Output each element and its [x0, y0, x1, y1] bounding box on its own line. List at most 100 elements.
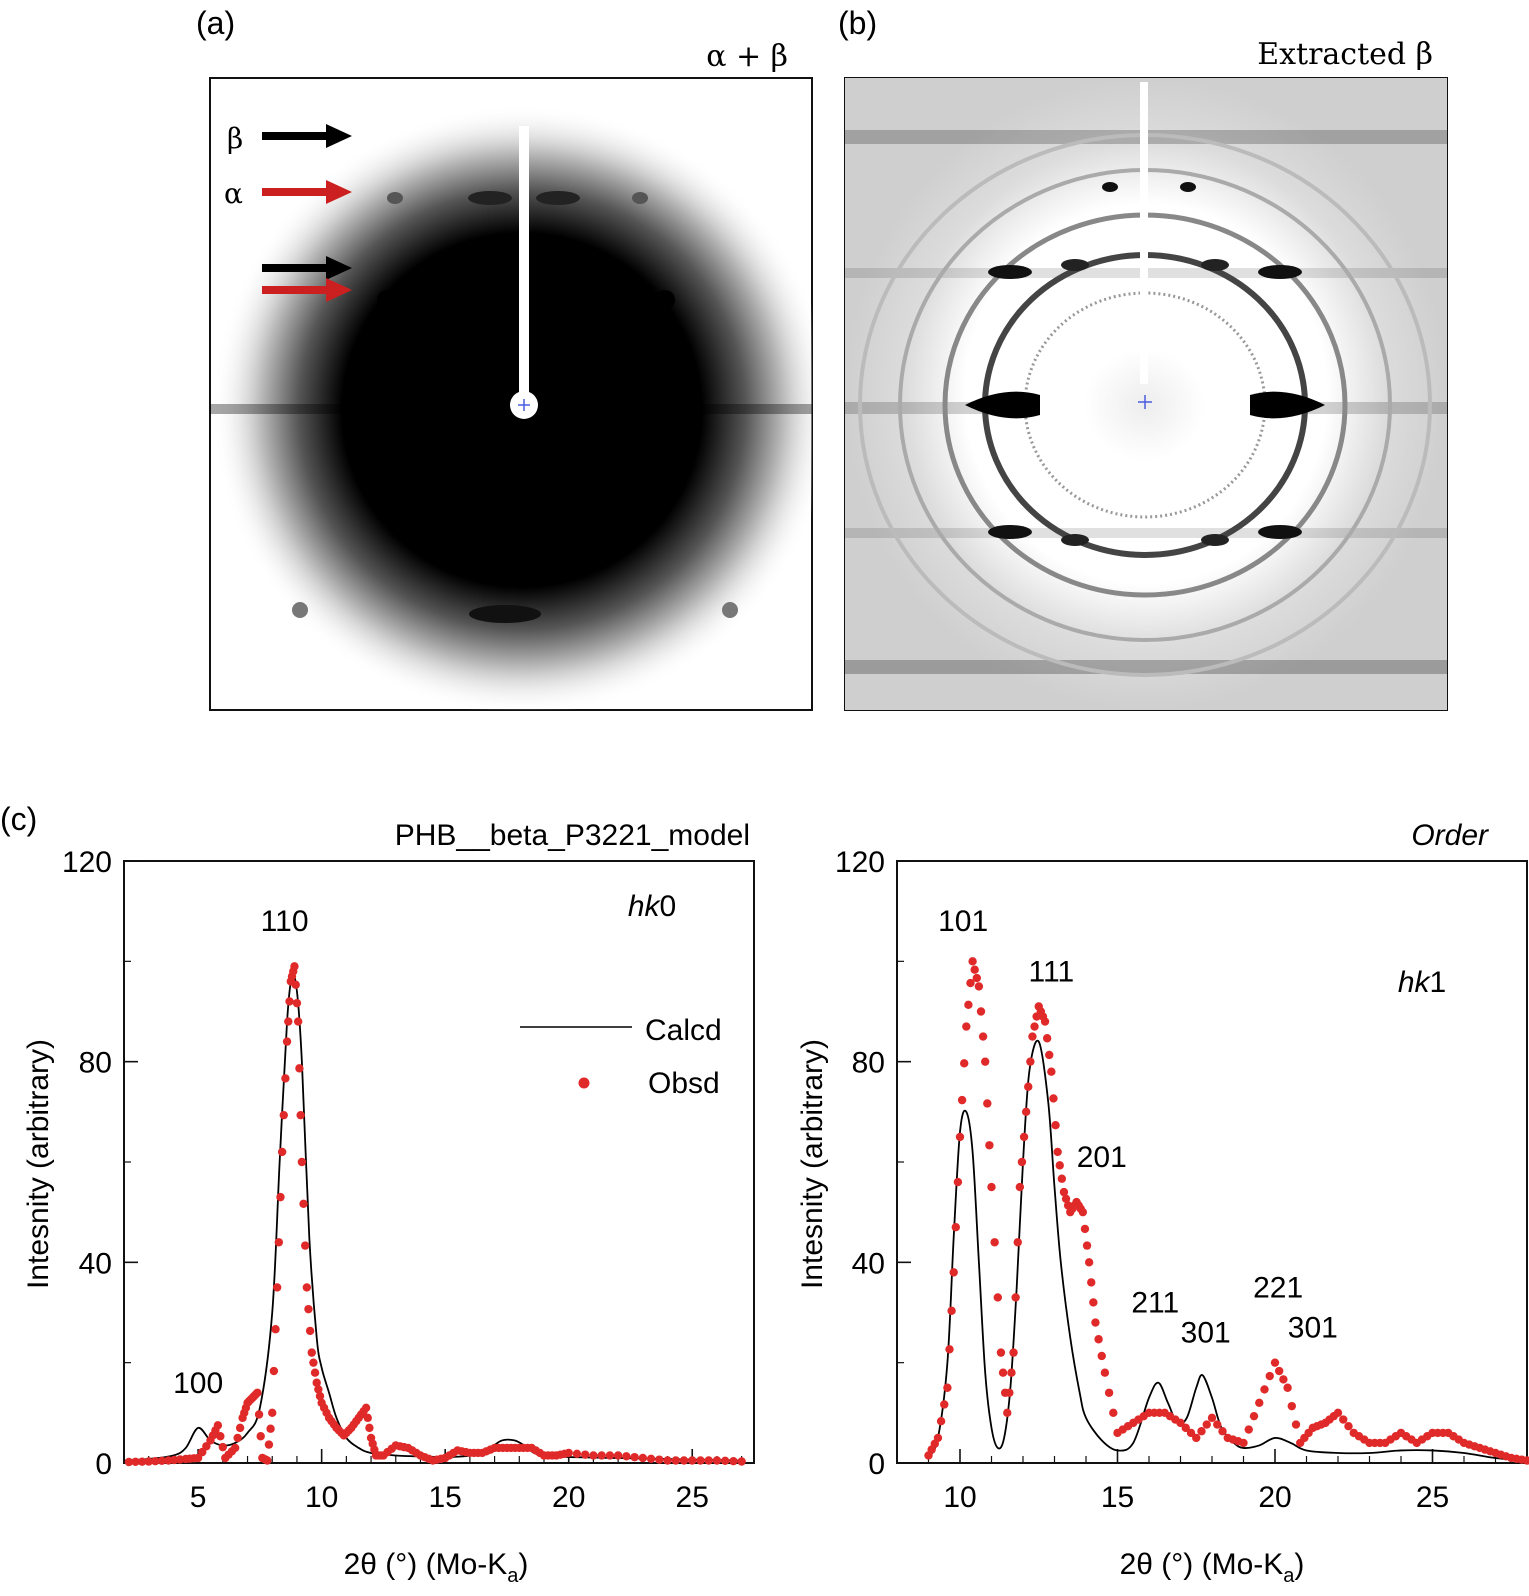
chart1-title: PHB__beta_P3221_model — [395, 819, 750, 852]
data-point — [964, 1000, 973, 1010]
peak-label: 111 — [1029, 955, 1075, 988]
arrow-3 — [262, 278, 352, 302]
data-point — [254, 1410, 264, 1419]
data-point — [1019, 1132, 1029, 1142]
chart2-ticks: 10 15 20 25 0 40 80 120 — [835, 846, 1528, 1514]
data-point — [966, 978, 975, 988]
data-point — [957, 1095, 967, 1105]
panel-a-letter: (a) — [196, 5, 235, 41]
data-point — [365, 1423, 374, 1433]
data-point — [688, 1456, 697, 1465]
data-point — [655, 1455, 664, 1464]
data-point — [1087, 1278, 1096, 1287]
data-point — [622, 1452, 631, 1461]
data-point — [1339, 1415, 1348, 1424]
data-point — [263, 1456, 272, 1465]
data-point — [968, 957, 977, 966]
data-point — [1040, 1017, 1050, 1026]
data-point — [295, 1064, 304, 1073]
data-point — [960, 1059, 969, 1068]
arrow-shaft — [262, 264, 328, 272]
data-point — [613, 1451, 623, 1460]
data-point — [276, 1192, 285, 1202]
peak-label: 211 — [1131, 1287, 1179, 1320]
data-point — [1059, 1187, 1069, 1197]
data-point — [1522, 1456, 1529, 1465]
data-point — [300, 1241, 310, 1250]
panel-b-title: Extracted β — [1257, 37, 1433, 72]
data-point — [1270, 1358, 1280, 1367]
data-point — [978, 1032, 988, 1041]
data-point — [940, 1400, 949, 1409]
data-point — [1207, 1413, 1217, 1423]
data-point — [737, 1457, 746, 1466]
data-point — [1089, 1298, 1098, 1307]
y-tick-label: 0 — [868, 1448, 885, 1481]
data-point — [943, 1383, 952, 1392]
data-point — [233, 1433, 242, 1443]
x-tick-label: 10 — [943, 1481, 976, 1514]
data-point — [976, 1007, 986, 1016]
data-point — [299, 1199, 308, 1209]
arrow-head — [326, 278, 352, 302]
data-point — [987, 1182, 996, 1192]
data-point — [235, 1423, 245, 1433]
data-point — [198, 1447, 207, 1457]
data-point — [304, 1304, 313, 1314]
data-point — [1213, 1420, 1222, 1429]
data-point — [1017, 1157, 1027, 1167]
data-point — [1202, 1420, 1211, 1429]
arrow-shaft — [262, 188, 328, 196]
chart1-series — [123, 962, 746, 1467]
data-point — [1028, 1032, 1037, 1041]
data-point — [1011, 1293, 1020, 1302]
x-tick-label: 20 — [552, 1481, 585, 1514]
data-point — [1333, 1408, 1343, 1418]
peak-label: 100 — [173, 1367, 223, 1400]
arrow-head — [326, 180, 352, 204]
panel-c-letter: (c) — [0, 801, 37, 837]
data-point — [137, 1457, 147, 1466]
panel-b: (b) Extracted β — [838, 5, 1448, 711]
data-point — [1047, 1067, 1056, 1076]
data-point — [589, 1451, 598, 1460]
data-point — [281, 1074, 290, 1083]
data-point — [213, 1421, 223, 1430]
chart1-xlabel-sub: a — [507, 1565, 519, 1587]
data-point — [1053, 1147, 1062, 1157]
y-tick-label: 40 — [79, 1247, 112, 1280]
data-point — [291, 980, 300, 989]
data-point — [1094, 1335, 1103, 1344]
data-point — [131, 1457, 140, 1467]
data-point — [216, 1432, 225, 1441]
data-point — [202, 1442, 211, 1451]
chart2-title: Order — [1411, 819, 1489, 852]
data-point — [1003, 1408, 1012, 1418]
chart1-annotation: hk0 — [628, 890, 676, 923]
data-point — [282, 1037, 292, 1046]
data-point — [264, 1440, 274, 1449]
alpha-arrow-label: α — [224, 177, 243, 210]
data-point — [307, 1348, 316, 1357]
chart1-xlabel-main: 2θ (°) (Mo-K — [344, 1548, 508, 1581]
data-point — [1013, 1238, 1022, 1247]
data-point — [1051, 1121, 1060, 1130]
panel-a: (a) α + β β α — [196, 5, 813, 711]
chart2-annotation-italic: hk — [1398, 966, 1432, 999]
data-point — [970, 965, 979, 974]
data-point — [253, 1388, 262, 1397]
data-point — [955, 1132, 965, 1142]
peak-label: 221 — [1253, 1271, 1303, 1304]
data-point — [996, 1348, 1006, 1357]
data-point — [312, 1378, 321, 1387]
peak-label: 301 — [1288, 1312, 1338, 1345]
data-point — [1100, 1368, 1110, 1377]
panel-b-letter: (b) — [838, 5, 877, 41]
panel-a-arrows: β α — [224, 122, 352, 302]
data-point — [279, 1110, 288, 1120]
data-point — [638, 1453, 648, 1463]
data-point — [646, 1454, 656, 1464]
data-point — [933, 1433, 943, 1443]
y-tick-label: 80 — [852, 1047, 885, 1080]
data-point — [1291, 1420, 1301, 1429]
